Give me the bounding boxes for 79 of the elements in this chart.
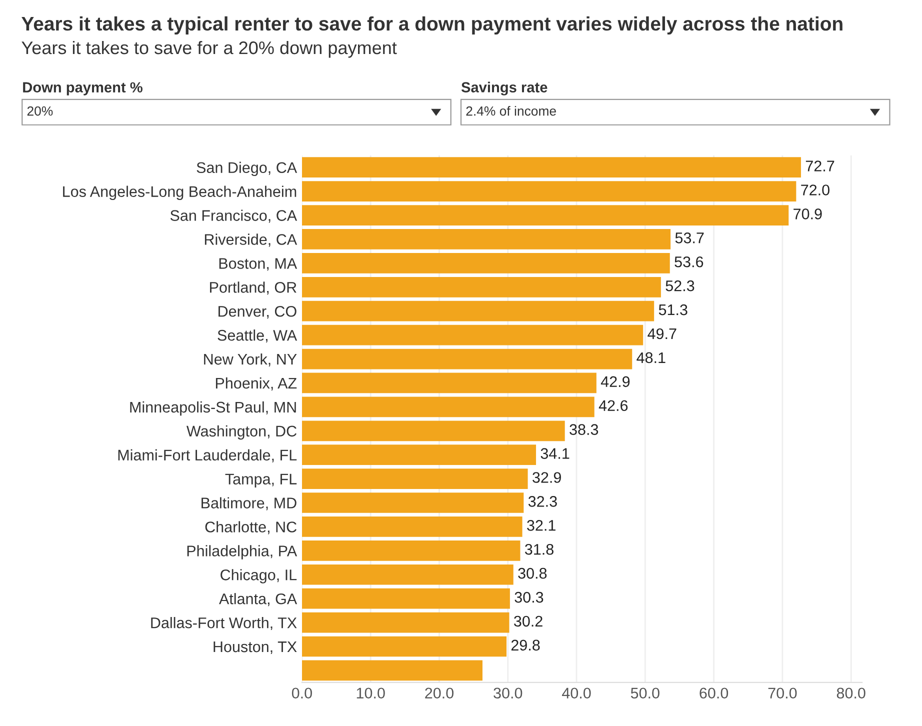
x-tick-label: 60.0 <box>700 688 728 699</box>
bar <box>302 229 671 250</box>
y-tick-label: Tampa, FL <box>225 474 297 488</box>
y-tick-label: Boston, MA <box>219 258 298 271</box>
x-tick-label: 20.0 <box>425 688 454 699</box>
y-tick-label: Charlotte, NC <box>205 521 297 534</box>
bar <box>302 396 594 418</box>
bar <box>302 564 514 585</box>
text: 20% <box>27 106 53 116</box>
y-tick-label: Minneapolis-St Paul, MN <box>130 401 296 416</box>
bar <box>302 300 654 322</box>
bar <box>302 588 510 609</box>
data-label: 30.2 <box>514 616 542 627</box>
y-tick-label: Phoenix, AZ <box>216 377 297 390</box>
y-tick-label: Portland, OR <box>210 282 296 295</box>
bar <box>302 181 796 202</box>
y-tick-label: Baltimore, MD <box>202 497 296 510</box>
text: 2.4% of income <box>466 106 556 116</box>
x-tick-label: 70.0 <box>768 688 797 699</box>
bar <box>302 444 536 466</box>
data-label: 31.8 <box>524 544 554 555</box>
y-tick-label: San Diego, CA <box>196 162 298 176</box>
x-tick-label: 40.0 <box>562 688 591 699</box>
text: Down payment % <box>23 82 142 96</box>
data-label: 30.3 <box>514 592 544 603</box>
data-label: 32.3 <box>528 496 557 507</box>
chart-title: Years it takes a typical renter to save for a down payment varies widely across the nation <box>22 16 842 34</box>
y-tick-label: Denver, CO <box>218 306 296 319</box>
y-tick-label: San Francisco, CA <box>170 210 298 223</box>
bar <box>302 492 524 513</box>
data-label: 32.9 <box>532 472 561 483</box>
y-tick-label: New York, NY <box>204 353 297 366</box>
x-tick-label: 10.0 <box>356 688 385 699</box>
x-tick-label: 0.0 <box>292 688 312 699</box>
bar <box>302 324 644 346</box>
data-label: 42.9 <box>600 376 630 388</box>
data-label: 30.8 <box>518 568 547 579</box>
bar <box>302 276 661 298</box>
data-label: 32.1 <box>527 520 556 531</box>
y-tick-label: Seattle, WA <box>218 330 298 343</box>
chart-subtitle: Years it takes to save for a 20% down payment <box>22 40 397 58</box>
y-tick-label: Washington, DC <box>186 425 297 440</box>
data-label: 49.7 <box>648 328 676 340</box>
bar <box>302 252 670 274</box>
data-label: 70.9 <box>794 208 822 220</box>
y-tick-label: Chicago, IL <box>220 569 297 584</box>
bar <box>302 612 510 633</box>
data-label: 51.3 <box>658 304 688 316</box>
data-label: 38.3 <box>570 424 598 435</box>
y-tick-label: Philadelphia, PA <box>187 545 298 560</box>
data-label: 48.1 <box>636 352 666 364</box>
data-label: 42.6 <box>598 400 628 412</box>
y-tick-label: Miami-Fort Lauderdale, FL <box>118 449 297 462</box>
data-label: 53.7 <box>675 232 704 244</box>
bar <box>302 468 528 489</box>
bar <box>302 420 565 442</box>
y-tick-label: Dallas-Fort Worth, TX <box>151 617 297 630</box>
y-tick-label: Riverside, CA <box>204 234 298 247</box>
text: Savings rate <box>461 82 548 96</box>
bar <box>302 348 632 370</box>
bar <box>302 205 789 226</box>
data-label: 72.7 <box>806 160 834 172</box>
data-label: 34.1 <box>540 448 570 459</box>
data-label: 53.6 <box>674 256 704 268</box>
y-tick-label: Houston, TX <box>214 642 297 654</box>
data-label: 72.0 <box>801 184 830 196</box>
x-tick-label: 30.0 <box>494 688 522 699</box>
y-tick-label: Los Angeles-Long Beach-Anaheim <box>63 186 296 200</box>
x-tick-label: 80.0 <box>836 688 866 699</box>
bar <box>302 660 482 681</box>
bar <box>302 372 596 394</box>
data-label: 29.8 <box>511 640 540 651</box>
bar <box>302 540 520 561</box>
bar <box>302 636 507 657</box>
bar <box>302 516 522 537</box>
bar <box>302 157 801 178</box>
data-label: 52.3 <box>666 280 694 292</box>
y-tick-label: Atlanta, GA <box>219 593 298 606</box>
x-tick-label: 50.0 <box>630 688 660 699</box>
